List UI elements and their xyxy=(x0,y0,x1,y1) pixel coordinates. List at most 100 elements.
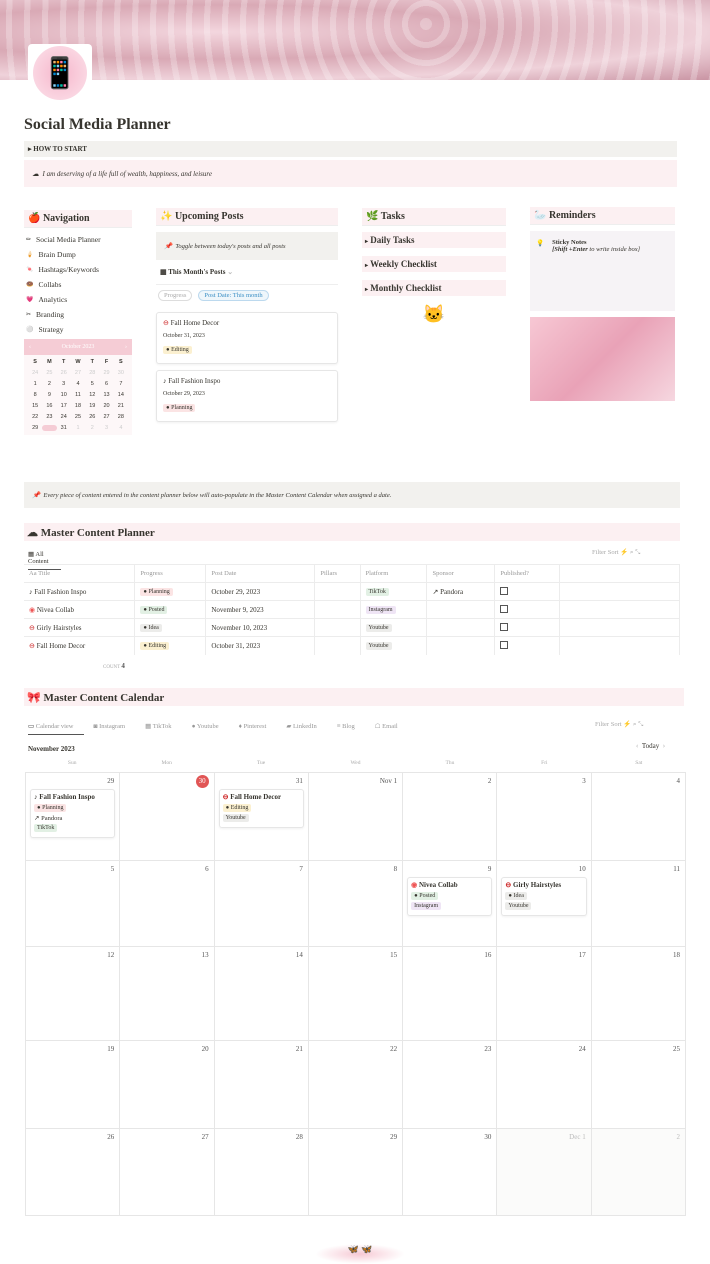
prev-button[interactable]: ‹ xyxy=(636,742,639,750)
mini-day[interactable]: 7 xyxy=(119,381,123,387)
task-toggle[interactable]: ▸ Weekly Checklist xyxy=(362,256,506,272)
sticky-notes-callout[interactable]: 💡 Sticky Notes [Shift +Enter to write insi… xyxy=(530,231,675,311)
column-header[interactable]: Post Date xyxy=(205,564,316,583)
mini-day[interactable]: 1 xyxy=(76,425,80,431)
table-row[interactable]: ◉ Nivea Collab ● Posted November 9, 2023 In… xyxy=(24,600,680,619)
calendar-day[interactable]: Dec 1 xyxy=(497,1129,592,1216)
mini-day[interactable]: 2 xyxy=(90,425,94,431)
row-title[interactable]: Fall Home Decor xyxy=(36,641,86,650)
row-title[interactable]: Girly Hairstyles xyxy=(36,623,82,632)
calendar-event[interactable]: ◉ Nivea Collab ● Posted Instagram xyxy=(407,877,493,916)
mini-day[interactable]: 12 xyxy=(89,392,96,398)
mini-day[interactable]: 18 xyxy=(74,403,82,409)
mini-day[interactable]: 19 xyxy=(89,403,96,409)
mini-day[interactable]: 27 xyxy=(74,370,82,376)
mini-day[interactable]: 16 xyxy=(46,403,53,409)
calendar-day[interactable]: 8 xyxy=(308,861,404,947)
prev-month-button[interactable]: ‹ xyxy=(29,344,31,350)
mini-day[interactable]: 3 xyxy=(62,381,66,387)
calendar-day[interactable]: 7 xyxy=(214,861,309,947)
calendar-tab[interactable]: ▰ LinkedIn xyxy=(286,723,317,730)
calendar-day[interactable]: 13 xyxy=(120,947,215,1041)
search-icon[interactable]: ⌕ xyxy=(632,721,637,728)
sponsor[interactable]: Pandora xyxy=(440,587,464,596)
post-card[interactable]: ⊖ Fall Home Decor October 31, 2023 ● Editi… xyxy=(156,312,338,364)
sort-button[interactable]: Sort xyxy=(610,721,622,728)
how-to-start-toggle[interactable]: ▸ HOW TO START xyxy=(24,141,677,157)
mini-day[interactable]: 5 xyxy=(90,381,94,387)
calendar-day[interactable]: 10 ⊖ Girly Hairstyles ● Idea Youtube xyxy=(497,861,592,947)
calendar-day[interactable]: 28 xyxy=(214,1129,309,1216)
calendar-day[interactable]: 26 xyxy=(26,1129,121,1216)
mini-day[interactable]: 30 xyxy=(42,425,57,431)
sort-button[interactable]: Sort xyxy=(607,549,619,556)
view-selector[interactable]: ▦ This Month's Posts ⌄ xyxy=(156,260,338,285)
calendar-day[interactable]: 9 ◉ Nivea Collab ● Posted Instagram xyxy=(403,861,498,947)
nav-item[interactable]: ✂ Branding xyxy=(24,307,132,322)
published-checkbox[interactable] xyxy=(500,586,509,595)
calendar-tab[interactable]: ☖ Email xyxy=(374,723,398,730)
mini-day[interactable]: 31 xyxy=(60,425,67,431)
mini-day[interactable]: 30 xyxy=(117,370,124,376)
mini-day[interactable]: 28 xyxy=(117,414,124,420)
filter-button[interactable]: Filter xyxy=(592,549,607,556)
search-icon[interactable]: ⌕ xyxy=(629,549,634,556)
published-checkbox[interactable] xyxy=(500,640,509,649)
mini-day[interactable]: 25 xyxy=(74,414,82,420)
mini-day[interactable]: 25 xyxy=(46,370,53,376)
row-title[interactable]: Fall Fashion Inspo xyxy=(34,587,87,596)
mini-day[interactable]: 24 xyxy=(60,414,67,420)
calendar-day[interactable]: Nov 1 xyxy=(308,773,404,861)
mini-day[interactable]: 3 xyxy=(105,425,109,431)
next-month-button[interactable]: › xyxy=(124,344,127,350)
calendar-day[interactable]: 12 xyxy=(26,947,121,1041)
calendar-day[interactable]: 30 xyxy=(403,1129,498,1216)
calendar-day[interactable]: 18 xyxy=(591,947,686,1041)
calendar-day[interactable]: 22 xyxy=(308,1041,404,1129)
calendar-day[interactable]: 5 xyxy=(26,861,121,947)
calendar-tab[interactable]: ≡ Blog xyxy=(336,723,355,730)
mini-day[interactable]: 28 xyxy=(89,370,96,376)
filter-button[interactable]: Filter xyxy=(595,721,610,728)
calendar-day[interactable]: 11 xyxy=(591,861,686,947)
mini-day[interactable]: 24 xyxy=(32,370,39,376)
nav-item[interactable]: 🍦 Brain Dump xyxy=(24,247,132,262)
mini-day[interactable]: 13 xyxy=(103,392,110,398)
table-row[interactable]: ♪ Fall Fashion Inspo ● Planning October 29… xyxy=(24,582,680,601)
published-checkbox[interactable] xyxy=(500,604,509,613)
column-header[interactable]: Sponsor xyxy=(426,564,496,583)
mini-day[interactable]: 15 xyxy=(32,403,39,409)
mini-day[interactable]: 11 xyxy=(75,392,81,398)
mini-day[interactable]: 1 xyxy=(33,381,37,387)
mini-day[interactable]: 22 xyxy=(32,414,39,420)
mini-day[interactable]: 20 xyxy=(103,403,110,409)
mini-day[interactable]: 10 xyxy=(60,392,67,398)
calendar-event[interactable]: ⊖ Fall Home Decor ● Editing Youtube xyxy=(218,789,304,828)
calendar-day[interactable]: 29 xyxy=(308,1129,404,1216)
calendar-day[interactable]: 23 xyxy=(403,1041,498,1129)
task-toggle[interactable]: ▸ Monthly Checklist xyxy=(362,280,506,296)
calendar-day[interactable]: 29 ♪ Fall Fashion Inspo ● Planning ↗ Pandor… xyxy=(26,773,121,861)
nav-item[interactable]: ⚪ Strategy xyxy=(24,322,132,337)
calendar-day[interactable]: 15 xyxy=(308,947,404,1041)
calendar-day[interactable]: 30 xyxy=(120,773,215,861)
mini-day[interactable]: 26 xyxy=(89,414,96,420)
mini-day[interactable]: 14 xyxy=(117,392,124,398)
progress-filter[interactable]: Progress xyxy=(158,290,193,301)
mini-day[interactable]: 8 xyxy=(33,392,37,398)
nav-item[interactable]: 💗 Analytics xyxy=(24,292,132,307)
table-row[interactable]: ⊖ Fall Home Decor ● Editing October 31, 20… xyxy=(24,636,680,655)
mini-day[interactable]: 27 xyxy=(103,414,110,420)
calendar-event[interactable]: ♪ Fall Fashion Inspo ● Planning ↗ Pandora T… xyxy=(30,789,116,838)
table-row[interactable]: ⊖ Girly Hairstyles ● Idea November 10, 202… xyxy=(24,618,680,637)
mini-day[interactable]: 2 xyxy=(47,381,51,387)
published-checkbox[interactable] xyxy=(500,622,509,631)
calendar-day[interactable]: 2 xyxy=(403,773,498,861)
calendar-day[interactable]: 24 xyxy=(497,1041,592,1129)
calendar-tab[interactable]: ▦ TikTok xyxy=(145,723,172,730)
next-button[interactable]: › xyxy=(662,742,666,750)
calendar-day[interactable]: 4 xyxy=(591,773,686,861)
calendar-tab[interactable]: ● Youtube xyxy=(191,723,219,730)
column-header[interactable]: Platform xyxy=(360,564,428,583)
mini-day[interactable]: 17 xyxy=(60,403,67,409)
